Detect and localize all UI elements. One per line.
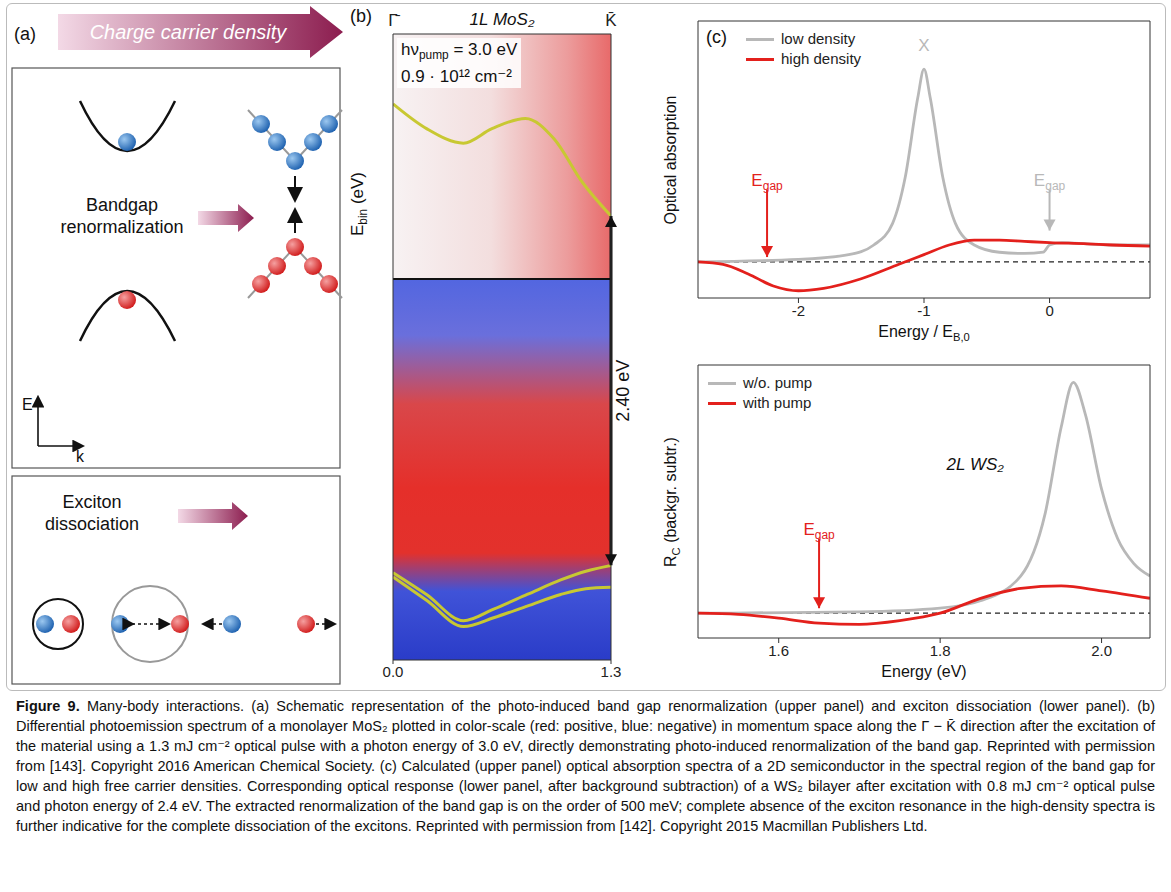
svg-text:1.8: 1.8: [930, 642, 951, 659]
html-text:(c): (c): [706, 27, 727, 47]
svg-text:E: E: [22, 396, 33, 413]
html-text:w/o. pump: w/o. pump: [743, 374, 813, 391]
svg-text:0: 0: [1045, 302, 1053, 319]
svg-text:0.0: 0.0: [383, 663, 404, 680]
svg-text:Charge carrier density: Charge carrier density: [90, 21, 288, 43]
svg-text:2.40 eV: 2.40 eV: [613, 360, 633, 422]
html-text:Optical absorption: Optical absorption: [661, 95, 678, 224]
html-text:hνpump= 3.0 eV: hνpump= 3.0 eV: [401, 40, 518, 63]
svg-text:-2: -2: [792, 302, 805, 319]
html-text:(b): (b): [350, 6, 372, 26]
html-text:with pump: with pump: [743, 394, 812, 411]
svg-text:Excitondissociation: Excitondissociation: [45, 492, 139, 534]
svg-text:X: X: [918, 36, 929, 55]
html-text:E: E: [348, 224, 367, 236]
html-text:C: C: [669, 546, 682, 555]
html-text:(backgr. subtr.): (backgr. subtr.): [661, 436, 678, 547]
html-text:Figure 9.: Figure 9.: [16, 698, 80, 714]
html-text:low density: low density: [781, 30, 856, 47]
html-text:2L WS₂: 2L WS₂: [946, 455, 1004, 475]
svg-text:Γ̄: Γ̄: [388, 11, 400, 30]
svg-text:K̄: K̄: [605, 11, 617, 30]
html-text:1L MoS₂: 1L MoS₂: [469, 10, 535, 29]
html-text:Energy (eV): Energy (eV): [881, 663, 967, 680]
svg-text:Egap: Egap: [803, 520, 835, 542]
html-text:(eV): (eV): [348, 172, 367, 209]
html-text:R: R: [661, 554, 678, 567]
html-text:0.9 · 10¹² cm⁻²: 0.9 · 10¹² cm⁻²: [401, 67, 512, 87]
svg-text:2.0: 2.0: [1091, 642, 1112, 659]
svg-text:Egap: Egap: [751, 171, 783, 193]
html-text:Energy / EB,0: Energy / EB,0: [878, 323, 970, 344]
svg-text:1.3: 1.3: [601, 663, 622, 680]
svg-text:1.6: 1.6: [768, 642, 789, 659]
html-text:high density: high density: [781, 50, 862, 67]
html-text:Many-body interactions. (a) Sc: Many-body interactions. (a) Schematic re…: [16, 698, 1155, 834]
svg-text:(a): (a): [14, 24, 36, 44]
svg-text:k: k: [76, 448, 85, 465]
html-text:bin: bin: [356, 208, 371, 225]
svg-text:Bandgaprenormalization: Bandgaprenormalization: [60, 195, 183, 237]
svg-text:-1: -1: [917, 302, 930, 319]
svg-text:Egap: Egap: [1034, 171, 1066, 193]
